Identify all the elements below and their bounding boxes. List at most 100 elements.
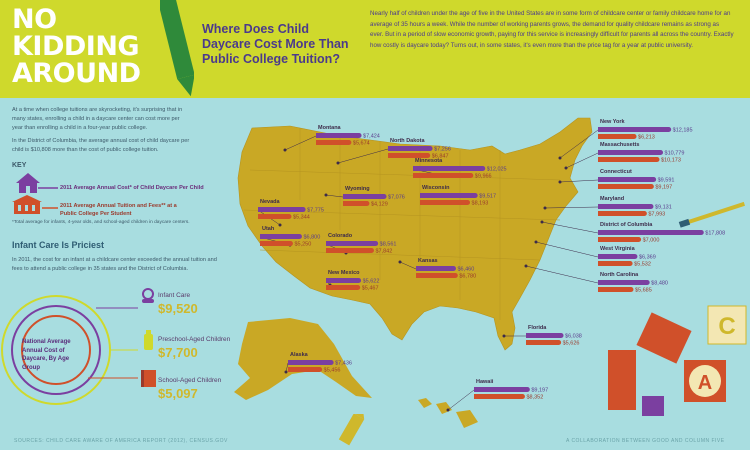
bar-daycare xyxy=(526,333,562,338)
value-label-daycare: $7,436 xyxy=(335,361,352,367)
bar-cap-daycare xyxy=(296,234,302,239)
value-label-college: $5,456 xyxy=(324,368,341,374)
value-label-daycare: $9,197 xyxy=(531,388,548,394)
college-icon xyxy=(12,195,42,214)
state-marker xyxy=(564,166,568,170)
state-label: Florida xyxy=(528,325,547,331)
bar-cap-daycare xyxy=(644,280,650,285)
age-value-preschool: $7,700 xyxy=(158,345,198,360)
leader-line xyxy=(565,152,599,169)
value-label-daycare: $6,369 xyxy=(639,255,656,261)
bar-college xyxy=(416,273,456,278)
bar-college xyxy=(598,211,645,216)
state-marker xyxy=(502,334,506,338)
bar-cap-college xyxy=(286,214,292,219)
age-label-preschool: Preschool-Aged Children xyxy=(158,336,231,343)
bar-cap-college xyxy=(627,261,633,266)
letter-c: C xyxy=(718,313,735,340)
bar-cap-daycare xyxy=(328,360,334,365)
value-label-daycare: $9,591 xyxy=(658,178,675,184)
bar-cap-daycare xyxy=(356,278,362,283)
value-label-daycare: $5,622 xyxy=(363,279,380,285)
bar-layer: Montana$7,424$5,674 North Dakota$7,256$6,… xyxy=(257,119,725,412)
leader-line xyxy=(559,129,599,159)
bar-cap-college xyxy=(287,241,293,246)
alaska-shape xyxy=(234,318,372,400)
age-label-infant: Infant Care xyxy=(158,292,191,299)
state-label: Utah xyxy=(262,226,275,232)
headline-line-3: AROUND xyxy=(12,58,141,89)
intro-text: Nearly half of children under the age of… xyxy=(370,10,734,49)
bar-college xyxy=(598,261,631,266)
bar-daycare xyxy=(598,127,669,132)
book-icon xyxy=(141,370,156,387)
leader-line xyxy=(399,261,417,270)
infant-care-title: Infant Care Is Priciest xyxy=(12,240,105,250)
state-label: Hawaii xyxy=(476,379,494,385)
state-marker xyxy=(524,264,528,268)
national-average-rings xyxy=(1,288,156,405)
bar-cap-college xyxy=(317,367,323,372)
age-label-school: School-Aged Children xyxy=(158,377,222,384)
bar-cap-college xyxy=(556,340,562,345)
yellow-crayon-icon xyxy=(338,414,365,446)
chart-title: Where Does Child Daycare Cost More Than … xyxy=(202,22,349,66)
leader-line xyxy=(535,241,599,258)
bar-cap-daycare xyxy=(648,204,654,209)
sources-note: SOURCES: CHILD CARE AWARE OF AMERICA REP… xyxy=(14,438,228,444)
value-label-college: $5,626 xyxy=(563,341,580,347)
letter-block-c xyxy=(707,305,747,345)
state-label: Connecticut xyxy=(600,169,632,175)
bar-cap-college xyxy=(641,211,647,216)
value-label-college: $5,250 xyxy=(294,242,311,248)
headline: NO KIDDING AROUND xyxy=(12,6,141,87)
value-label-college: $9,966 xyxy=(475,174,492,180)
bar-daycare xyxy=(598,280,648,285)
bar-daycare xyxy=(598,254,635,259)
bar-cap-daycare xyxy=(632,254,638,259)
bar-college xyxy=(258,214,289,219)
key-title: KEY xyxy=(12,162,27,169)
state-label: District of Columbia xyxy=(600,222,653,228)
state-marker xyxy=(283,148,287,152)
bar-college xyxy=(526,340,559,345)
state-label: Montana xyxy=(318,125,342,131)
leader-line xyxy=(525,265,599,284)
leader-line xyxy=(447,389,475,411)
bar-cap-daycare xyxy=(472,193,478,198)
leader-line xyxy=(541,221,599,234)
leader-line xyxy=(284,135,317,151)
value-label-college: $9,197 xyxy=(655,185,672,191)
bar-cap-daycare xyxy=(558,333,564,338)
bar-cap-daycare xyxy=(356,133,362,138)
us-map-shape xyxy=(237,117,593,351)
state-marker xyxy=(558,180,562,184)
leader-line xyxy=(285,362,289,373)
state-label: Wisconsin xyxy=(422,185,450,191)
bar-college xyxy=(288,367,320,372)
bar-cap-college xyxy=(368,248,374,253)
value-label-daycare: $12,025 xyxy=(487,167,507,173)
bar-cap-daycare xyxy=(480,166,486,171)
state-marker xyxy=(446,408,450,412)
infant-care-text: In 2011, the cost for an infant at a chi… xyxy=(12,257,217,272)
bar-college xyxy=(598,237,639,242)
national-average-label: National Average Annual Cost of Daycare,… xyxy=(22,339,71,371)
purple-lego-block xyxy=(642,396,664,416)
value-label-daycare: $6,800 xyxy=(303,235,320,241)
key-footnote: *Total average for infants, 4-year olds,… xyxy=(12,220,190,225)
value-label-daycare: $7,424 xyxy=(363,134,380,140)
key-icons xyxy=(12,173,58,214)
state-label: Nevada xyxy=(260,199,281,205)
value-label-college: $6,847 xyxy=(432,154,449,160)
bar-cap-daycare xyxy=(666,127,672,132)
bar-daycare xyxy=(326,278,359,283)
state-label: Colorado xyxy=(328,233,353,239)
bar-daycare xyxy=(288,360,332,365)
age-value-infant: $9,520 xyxy=(158,301,198,316)
value-label-college: $10,173 xyxy=(661,158,681,164)
bar-cap-daycare xyxy=(381,194,387,199)
bar-daycare xyxy=(258,207,304,212)
bar-cap-daycare xyxy=(658,150,664,155)
